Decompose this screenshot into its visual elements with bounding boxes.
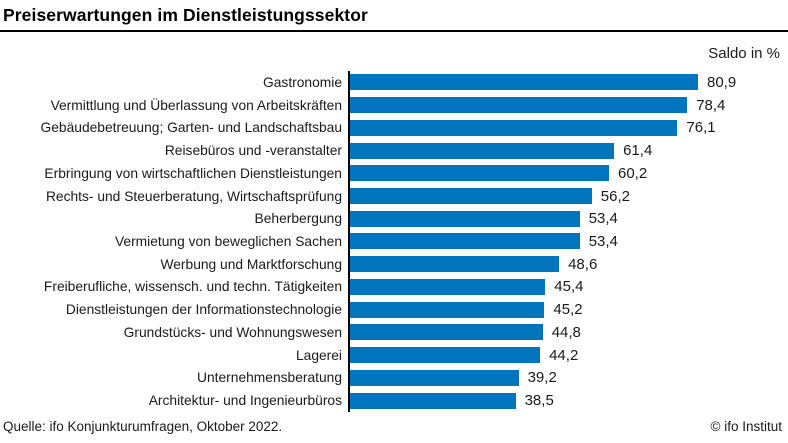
bar-track: 61,4 [348, 139, 788, 162]
chart-row: Gebäudebetreuung; Garten- und Landschaft… [0, 116, 788, 140]
category-label: Lagerei [295, 347, 342, 363]
category-label: Werbung und Marktforschung [160, 256, 342, 272]
bar [350, 188, 592, 205]
bar-track: 78,4 [348, 93, 788, 117]
value-label: 61,4 [623, 142, 653, 160]
category-label: Gastronomie [263, 74, 342, 90]
unit-label: Saldo in % [708, 45, 780, 62]
value-label: 38,5 [524, 392, 554, 410]
bar-track: 80,9 [348, 71, 788, 94]
bar-track: 60,2 [348, 161, 788, 185]
bar [350, 324, 543, 341]
value-label: 39,2 [527, 369, 557, 387]
bar [350, 119, 678, 136]
bar-track: 44,8 [348, 321, 788, 344]
bar [350, 74, 698, 91]
chart-row: Erbringung von wirtschaftlichen Dienstle… [0, 161, 788, 185]
bar [350, 347, 541, 364]
bar [350, 210, 580, 227]
chart-row: Rechts- und Steuerberatung, Wirtschaftsp… [0, 184, 788, 208]
chart-row: Dienstleistungen der Informationstechnol… [0, 298, 788, 322]
bar [350, 165, 609, 182]
value-label: 76,1 [686, 119, 716, 137]
copyright-note: © ifo Institut [710, 419, 782, 434]
chart-row: Werbung und Marktforschung 48,6 [0, 252, 788, 276]
chart-row: Unternehmensberatung 39,2 [0, 366, 788, 390]
value-label: 53,4 [588, 232, 618, 250]
bar-track: 44,2 [348, 343, 788, 367]
category-label: Vermietung von beweglichen Sachen [114, 233, 342, 249]
value-label: 45,2 [553, 301, 583, 319]
category-label: Beherbergung [254, 211, 342, 227]
bar-track: 39,2 [348, 366, 788, 390]
bar [350, 278, 546, 295]
category-label: Unternehmensberatung [197, 370, 342, 386]
bar [350, 256, 560, 273]
chart-row: Beherbergung 53,4 [0, 207, 788, 231]
value-label: 80,9 [707, 73, 737, 91]
chart-row: Grundstücks- und Wohnungswesen 44,8 [0, 321, 788, 344]
chart-row: Architektur- und Ingenieurbüros 38,5 [0, 389, 788, 412]
category-label: Vermittlung und Überlassung von Arbeitsk… [50, 97, 342, 113]
title-divider [0, 30, 788, 32]
category-label: Rechts- und Steuerberatung, Wirtschaftsp… [45, 188, 342, 204]
bar [350, 369, 519, 386]
bar [350, 142, 615, 159]
category-label: Architektur- und Ingenieurbüros [148, 393, 342, 409]
chart-row: Freiberufliche, wissensch. und techn. Tä… [0, 275, 788, 299]
chart-row: Vermittlung und Überlassung von Arbeitsk… [0, 93, 788, 117]
chart-title: Preiserwartungen im Dienstleistungssekto… [3, 5, 368, 25]
value-label: 53,4 [588, 210, 618, 228]
value-label: 44,8 [551, 323, 581, 341]
bar [350, 233, 580, 250]
bar-track: 53,4 [348, 207, 788, 231]
bar-chart: Gastronomie 80,9 Vermittlung und Überlassu… [0, 71, 788, 412]
chart-row: Gastronomie 80,9 [0, 71, 788, 94]
value-label: 45,4 [554, 278, 584, 296]
bar-track: 53,4 [348, 230, 788, 253]
value-label: 60,2 [618, 164, 648, 182]
category-label: Dienstleistungen der Informationstechnol… [65, 302, 342, 318]
bar-track: 45,4 [348, 275, 788, 299]
bar-track: 45,2 [348, 298, 788, 322]
bar-track: 38,5 [348, 389, 788, 412]
category-label: Reisebüros und -veranstalter [164, 143, 342, 159]
category-label: Freiberufliche, wissensch. und techn. Tä… [43, 279, 342, 295]
value-label: 56,2 [600, 187, 630, 205]
bar-track: 48,6 [348, 252, 788, 276]
category-label: Gebäudebetreuung; Garten- und Landschaft… [40, 120, 342, 136]
category-label: Erbringung von wirtschaftlichen Dienstle… [44, 165, 342, 181]
chart-row: Vermietung von beweglichen Sachen 53,4 [0, 230, 788, 253]
chart-row: Reisebüros und -veranstalter 61,4 [0, 139, 788, 162]
bar-track: 56,2 [348, 184, 788, 208]
value-label: 44,2 [549, 346, 579, 364]
bar [350, 392, 516, 409]
bar [350, 301, 545, 318]
value-label: 78,4 [696, 96, 726, 114]
bar-track: 76,1 [348, 116, 788, 140]
chart-row: Lagerei 44,2 [0, 343, 788, 367]
source-note: Quelle: ifo Konjunkturumfragen, Oktober … [3, 419, 283, 434]
bar [350, 97, 688, 114]
category-label: Grundstücks- und Wohnungswesen [123, 324, 342, 340]
chart-footer: Quelle: ifo Konjunkturumfragen, Oktober … [0, 412, 788, 434]
value-label: 48,6 [568, 255, 598, 273]
